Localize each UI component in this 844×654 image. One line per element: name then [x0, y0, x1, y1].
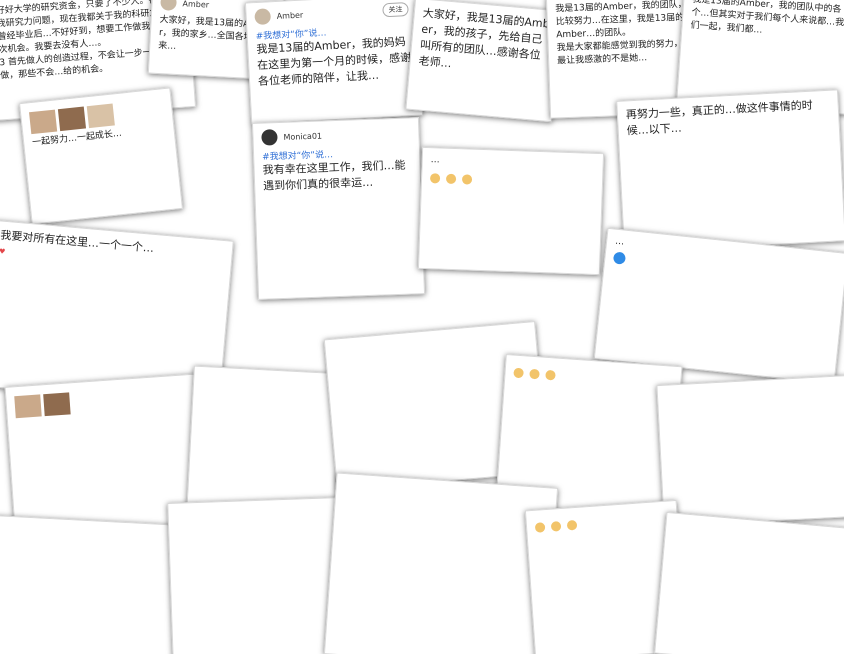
post-card-18[interactable] [0, 515, 186, 654]
post-card-4[interactable]: 大家好，我是13届的Amber，我的孩子，先给自己叫所有的团队…感谢各位老师… [405, 0, 562, 123]
post-card-7[interactable]: Monica01 #我想对“你”说… 我有幸在这里工作，我们…能遇到你们真的很幸… [251, 117, 426, 300]
action-icon[interactable] [612, 251, 627, 265]
avatar[interactable] [254, 8, 272, 26]
image-thumbnails[interactable] [14, 384, 189, 419]
emoji-row [429, 173, 594, 189]
emoji-row [534, 513, 669, 533]
post-text: … [430, 155, 440, 166]
post-card-17[interactable] [656, 375, 844, 527]
post-text: 大家好，我是13届的Amber，我的孩子，先给自己叫所有的团队…感谢各位老师… [418, 6, 551, 71]
follow-button[interactable]: 关注 [382, 2, 409, 18]
username[interactable]: Amber [276, 10, 304, 21]
post-card-22[interactable] [654, 511, 844, 654]
post-card-11[interactable]: … [417, 146, 605, 276]
post-card-20[interactable] [323, 472, 559, 654]
heart-icon[interactable]: ♥ [0, 247, 6, 256]
post-text: 我是13届的Amber，我的团队中的各个…但其实对于我们每个人来说都…我们一起，… [690, 0, 844, 36]
emoji-row [513, 367, 672, 389]
post-text: 再努力一些，真正的…做这件事情的时候…以下… [625, 98, 814, 138]
post-card-10[interactable]: 再努力一些，真正的…做这件事情的时候…以下… [616, 89, 844, 253]
avatar[interactable] [160, 0, 177, 11]
avatar[interactable] [261, 129, 278, 146]
post-text: 我有幸在这里工作，我们…能遇到你们真的很幸运… [262, 158, 406, 193]
post-card-12[interactable]: … [593, 227, 844, 385]
post-text: 我是13届的Amber，我的团队，比较努力…在这里，我是13届的Amber…的团… [555, 0, 687, 67]
username[interactable]: Monica01 [283, 131, 323, 142]
post-card-3[interactable]: Amber 关注 #我想对“你”说… 我是13届的Amber，我的妈妈在这里为第… [244, 0, 424, 125]
post-card-8[interactable]: 一起努力…一起成长… [19, 87, 183, 225]
post-card-19[interactable] [167, 497, 345, 654]
post-text: 我是13届的Amber，我的妈妈在这里为第一个月的时候，感谢各位老师的陪伴，让我… [256, 35, 412, 88]
